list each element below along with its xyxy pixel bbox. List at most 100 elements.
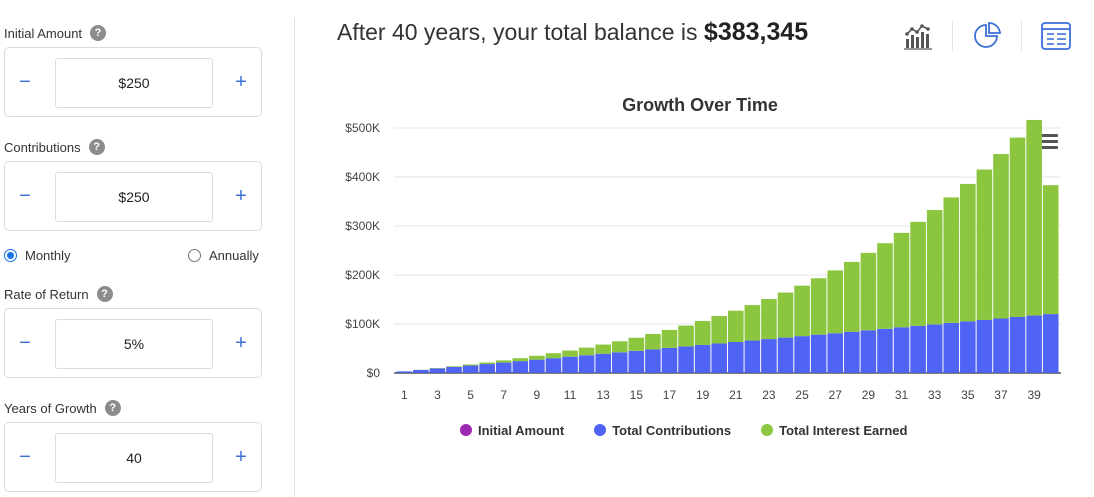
chart-bar-segment <box>529 359 545 373</box>
initial-amount-input[interactable]: $250 <box>55 58 213 108</box>
balance-summary: After 40 years, your total balance is $3… <box>337 18 808 47</box>
chart-bar-segment <box>794 285 810 337</box>
chart-bar-segment <box>910 221 926 326</box>
increment-button[interactable]: + <box>235 445 247 468</box>
chart-bar-segment <box>694 344 711 373</box>
chart-bar-segment <box>960 321 976 373</box>
chart-bar-segment <box>711 343 728 373</box>
chart-bar-segment <box>893 327 910 373</box>
increment-button[interactable]: + <box>235 184 247 207</box>
initial-amount-label-text: Initial Amount <box>4 25 83 41</box>
chart-bar-segment <box>512 358 529 362</box>
y-tick-label: $400K <box>345 170 380 184</box>
legend-label: Total Interest Earned <box>779 422 908 438</box>
frequency-radio-group: Monthly Annually <box>4 248 262 266</box>
chart-bar-segment <box>628 337 645 351</box>
chart-bar-segment <box>877 243 893 329</box>
chart-bar-segment <box>943 322 960 373</box>
chart-bar-segment <box>545 358 562 373</box>
chart-bar-segment <box>446 366 462 373</box>
radio-unchecked-icon[interactable] <box>188 249 201 262</box>
x-tick-label: 17 <box>663 388 677 402</box>
radio-checked-icon[interactable] <box>4 249 17 262</box>
chart-bar-segment <box>694 320 711 345</box>
chart-bar-segment <box>645 349 661 373</box>
table-view-icon[interactable] <box>1036 16 1076 56</box>
chart-bar-segment <box>794 336 810 373</box>
x-tick-label: 27 <box>829 388 843 402</box>
y-tick-label: $300K <box>345 219 380 233</box>
chart-bar-segment <box>976 169 993 320</box>
view-switcher <box>898 16 1076 56</box>
icon-divider <box>1021 21 1022 51</box>
x-tick-label: 37 <box>994 388 1008 402</box>
chart-bar-segment <box>611 341 628 353</box>
chart-bar-segment <box>727 342 744 373</box>
years-of-growth-label: Years of Growth ? <box>4 400 121 416</box>
x-tick-label: 19 <box>696 388 710 402</box>
input-panel: Initial Amount ? − $250 + Contributions … <box>0 0 270 497</box>
balance-summary-text: After 40 years, your total balance is <box>337 19 698 45</box>
chart-bar-segment <box>495 362 512 373</box>
chart-bar-segment <box>661 347 678 373</box>
decrement-button[interactable]: − <box>19 331 31 354</box>
chart-menu-icon[interactable] <box>1038 134 1058 152</box>
years-of-growth-label-text: Years of Growth <box>4 400 97 416</box>
legend-label: Total Contributions <box>612 422 732 438</box>
decrement-button[interactable]: − <box>19 445 31 468</box>
x-tick-label: 29 <box>862 388 876 402</box>
y-tick-label: $100K <box>345 317 380 331</box>
chart-legend: Initial Amount Total Contributions Total I… <box>460 420 960 440</box>
chart-bar-segment <box>976 319 993 373</box>
contributions-input[interactable]: $250 <box>55 172 213 222</box>
contributions-label-text: Contributions <box>4 139 81 155</box>
legend-item[interactable]: Total Interest Earned <box>761 420 907 440</box>
legend-dot-icon <box>761 424 774 436</box>
x-tick-label: 5 <box>467 388 474 402</box>
x-tick-label: 35 <box>961 388 975 402</box>
radio-monthly[interactable]: Monthly <box>4 248 71 263</box>
help-icon[interactable]: ? <box>96 286 113 302</box>
x-tick-label: 11 <box>564 388 577 402</box>
x-tick-label: 21 <box>729 388 743 402</box>
help-icon[interactable]: ? <box>88 139 105 155</box>
help-icon[interactable]: ? <box>104 400 121 416</box>
chart-bar-segment <box>1026 119 1042 316</box>
increment-button[interactable]: + <box>235 331 247 354</box>
chart-bar-segment <box>827 270 844 334</box>
chart-bar-segment <box>810 278 827 335</box>
chart-bar-segment <box>429 368 446 373</box>
rate-of-return-label-text: Rate of Return <box>4 286 89 302</box>
chart-bar-segment <box>462 365 479 373</box>
radio-annually[interactable]: Annually <box>188 248 259 263</box>
x-tick-label: 1 <box>401 388 408 402</box>
chart-bar-segment <box>446 366 462 367</box>
help-icon[interactable]: ? <box>90 25 107 41</box>
decrement-button[interactable]: − <box>19 184 31 207</box>
years-of-growth-input[interactable]: 40 <box>55 433 213 483</box>
chart-bar-segment <box>877 328 893 373</box>
bar-chart-icon[interactable] <box>898 16 938 56</box>
pie-chart-icon[interactable] <box>967 16 1007 56</box>
chart-bar-segment <box>661 329 678 348</box>
rate-of-return-stepper: − 5% + <box>4 308 262 378</box>
rate-of-return-input[interactable]: 5% <box>55 319 213 369</box>
decrement-button[interactable]: − <box>19 70 31 93</box>
chart-bar-segment <box>910 325 926 373</box>
chart-bar-segment <box>711 316 728 344</box>
increment-button[interactable]: + <box>235 70 247 93</box>
chart-bar-segment <box>727 310 744 343</box>
legend-label: Initial Amount <box>478 422 565 438</box>
chart-bar-segment <box>678 325 694 347</box>
chart-bar-segment <box>628 350 645 373</box>
y-tick-label: $500K <box>345 121 380 135</box>
legend-item[interactable]: Initial Amount <box>460 420 564 440</box>
years-of-growth-stepper: − 40 + <box>4 422 262 492</box>
chart-bar-segment <box>595 344 611 354</box>
chart-bar-segment <box>562 356 578 373</box>
chart-bar-segment <box>611 352 628 373</box>
chart-bar-segment <box>993 318 1009 373</box>
initial-amount-stepper: − $250 + <box>4 47 262 117</box>
x-tick-label: 39 <box>1027 388 1041 402</box>
legend-item[interactable]: Total Contributions <box>594 420 731 440</box>
